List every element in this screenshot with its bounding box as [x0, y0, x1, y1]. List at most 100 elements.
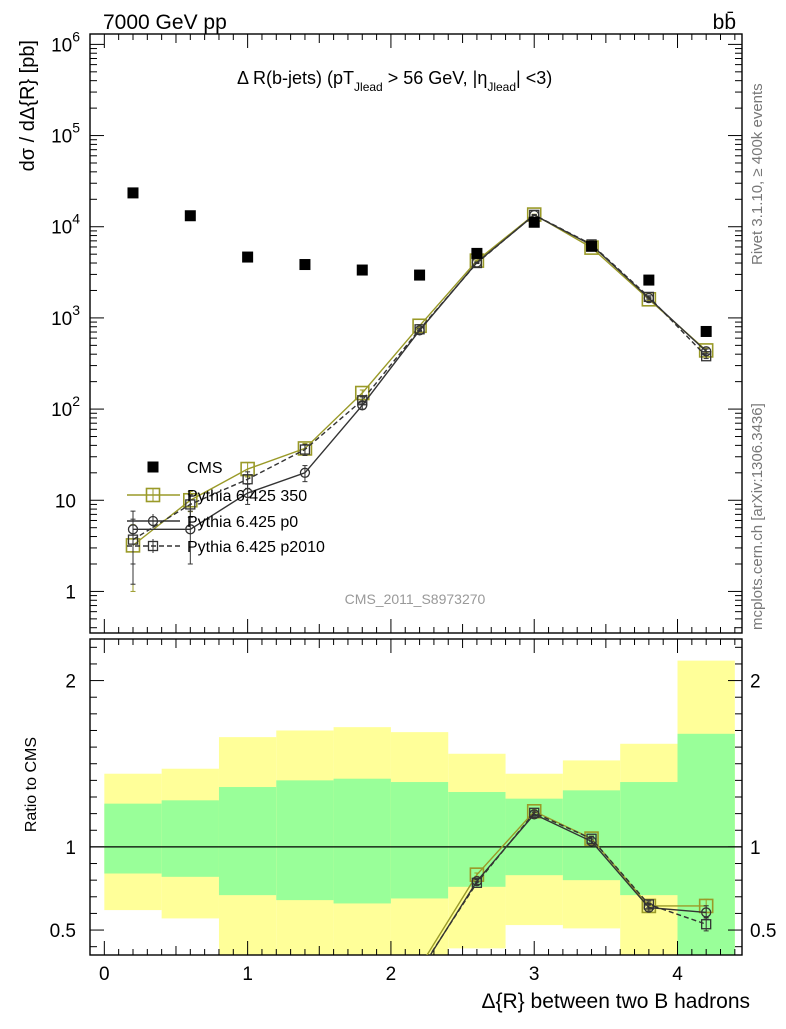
- main-y-tick-base: 10: [51, 218, 72, 239]
- main-point-cms: [700, 325, 712, 337]
- ratio-point-p350: [413, 960, 426, 973]
- ratio-y-tick-label-right: 2: [750, 672, 761, 693]
- main-point-cms: [586, 240, 598, 252]
- ratio-y-tick-label: 0.5: [50, 921, 76, 942]
- main-point-p2010: [242, 474, 253, 485]
- legend-marker-p350: [145, 487, 161, 503]
- main-y-tick-exponent: 2: [72, 393, 80, 409]
- main-y-tick-label: 103: [51, 302, 80, 330]
- band-inner-bin-5: [390, 782, 449, 899]
- main-y-tick-label: 102: [51, 393, 80, 421]
- ratio-point-p2010: [701, 919, 712, 930]
- ratio-y-tick-label-right: 1: [750, 838, 761, 859]
- ratio-point-p2010: [300, 1007, 309, 1016]
- main-point-cms: [414, 269, 426, 281]
- main-y-tick-base: 10: [51, 35, 72, 56]
- main-point-p0: [185, 524, 196, 535]
- main-y-tick-base: 1: [65, 582, 76, 603]
- ratio-point-p2010: [529, 807, 540, 818]
- ratio-point-p0: [300, 1008, 309, 1017]
- main-point-p0: [299, 467, 311, 478]
- band-inner-bin-9: [620, 782, 678, 896]
- main-y-tick-exponent: 4: [72, 211, 80, 227]
- plot-title-sub1: Jlead: [354, 80, 383, 94]
- x-tick-label: 4: [672, 964, 683, 985]
- x-tick-label: 3: [529, 964, 540, 985]
- mcplots-url-label: mcplots.cern.ch [arXiv:1306.3436]: [749, 403, 766, 630]
- ratio-y-tick-label: 2: [65, 672, 76, 693]
- ratio-point-p0: [415, 968, 424, 977]
- main-y-tick-exponent: 5: [72, 120, 80, 136]
- legend-label-p0: Pythia 6.425 p0: [187, 514, 298, 531]
- analysis-watermark: CMS_2011_S8973270: [345, 591, 486, 607]
- ratio-point-p350: [298, 1005, 311, 1018]
- main-series-p0: [127, 209, 712, 565]
- band-inner-bin-2: [218, 787, 277, 896]
- ratio-point-p0: [358, 1003, 367, 1012]
- main-y-tick-exponent: 3: [72, 302, 80, 318]
- ratio-point-p350: [356, 999, 369, 1012]
- main-y-tick-base: 10: [51, 309, 72, 330]
- band-inner-bin-6: [448, 792, 506, 887]
- ratio-series: [126, 804, 714, 1020]
- main-point-cms: [184, 210, 196, 222]
- ratio-point-p2010: [415, 966, 424, 975]
- main-point-cms: [242, 251, 254, 263]
- band-inner-bin-4: [333, 778, 391, 904]
- band-inner-bin-8: [562, 790, 621, 881]
- legend-label-p350: Pythia 6.425 350: [187, 488, 307, 505]
- ratio-point-p350: [241, 1006, 254, 1019]
- x-tick-label: 1: [242, 964, 253, 985]
- main-y-tick-label: 1: [65, 582, 76, 603]
- ratio-y-tick-label-right: 0.5: [750, 921, 776, 942]
- plot-title-lead: Δ R(b-jets) (pT: [237, 68, 354, 88]
- process-label: bb̄: [713, 11, 736, 34]
- main-series-cms: [127, 187, 712, 337]
- main-y-tick-base: 10: [51, 127, 72, 148]
- main-y-axis-label: dσ / dΔ{R} [pb]: [17, 40, 39, 171]
- main-y-tick-exponent: 6: [72, 28, 80, 44]
- main-point-cms: [471, 247, 483, 259]
- ratio-line-p0: [429, 813, 707, 955]
- ratio-line-p2010: [429, 811, 707, 955]
- main-point-p2010: [414, 324, 425, 335]
- legend-marker-p2010: [147, 540, 159, 552]
- main-point-p2010: [185, 499, 196, 510]
- ratio-point-p2010: [586, 833, 597, 844]
- main-point-cms: [299, 259, 311, 271]
- main-y-tick-base: 10: [51, 400, 72, 421]
- ratio-point-p0: [186, 1009, 195, 1018]
- main-series: [125, 187, 714, 592]
- ratio-point-p2010: [186, 1009, 195, 1018]
- legend-label-cms: CMS: [187, 460, 223, 477]
- band-inner-bin-0: [104, 803, 162, 874]
- ratio-uncertainty-bands: [90, 660, 742, 955]
- ratio-point-p350: [126, 1007, 139, 1020]
- main-point-cms: [356, 264, 368, 276]
- main-y-tick-label: 10: [55, 491, 76, 512]
- main-y-tick-label: 106: [51, 28, 80, 56]
- legend: CMS Pythia 6.425 350 Pythia 6.425 p0 Pythia…: [127, 460, 325, 556]
- beam-energy-label: 7000 GeV pp: [103, 11, 227, 34]
- ratio-series-p2010: [186, 807, 712, 1018]
- ratio-point-p2010: [471, 877, 483, 888]
- plot-title-mid: > 56 GeV, |η: [383, 68, 488, 88]
- main-point-p2010: [127, 534, 139, 545]
- main-point-p350: [412, 318, 427, 334]
- main-point-cms: [127, 187, 139, 199]
- band-inner-bin-1: [161, 800, 219, 877]
- plot-title: Δ R(b-jets) (pTJlead > 56 GeV, |ηJlead| …: [237, 68, 552, 94]
- main-line-p0: [132, 214, 707, 531]
- main-y-tick-label: 104: [51, 211, 80, 239]
- legend-marker-p0: [147, 515, 159, 527]
- ratio-point-p0: [128, 1009, 137, 1018]
- main-y-tick-base: 10: [55, 491, 76, 512]
- x-tick-label: 0: [99, 964, 110, 985]
- main-series-p2010: [127, 209, 712, 585]
- ratio-point-p2010: [358, 1003, 367, 1012]
- ratio-y-tick-label: 1: [65, 838, 76, 859]
- main-series-p350: [125, 207, 714, 592]
